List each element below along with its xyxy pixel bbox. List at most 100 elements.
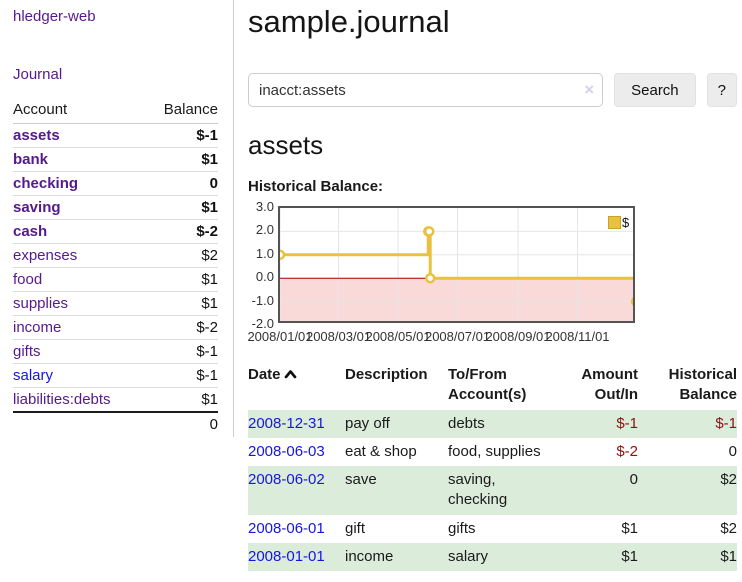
account-link[interactable]: checking: [13, 175, 79, 192]
x-axis-tick: 2008/09/01: [485, 329, 551, 344]
legend-swatch-icon: [608, 216, 621, 229]
transaction-description: save: [345, 471, 377, 488]
account-balance: $-1: [144, 339, 218, 364]
account-row: food $1: [13, 267, 218, 292]
transaction-date-link[interactable]: 2008-06-03: [248, 442, 325, 460]
y-axis-tick: -2.0: [251, 316, 274, 331]
transaction-date-link[interactable]: 2008-06-02: [248, 471, 325, 488]
x-axis-tick: 2008/01/01: [247, 329, 313, 344]
transaction-description: gift: [345, 519, 366, 537]
transaction-balance: $2: [720, 471, 737, 488]
transaction-accounts: debts: [448, 414, 485, 432]
account-link[interactable]: assets: [13, 127, 60, 144]
transaction-amount: 0: [629, 471, 638, 488]
transaction-balance: $2: [720, 519, 737, 537]
register-table: Date Description To/From Account(s) Amoun…: [248, 363, 737, 571]
transaction-date-link[interactable]: 2008-06-01: [248, 519, 325, 537]
account-row: supplies $1: [13, 291, 218, 316]
x-axis-tick: 2008/05/01: [365, 329, 431, 344]
search-button[interactable]: Search: [614, 73, 696, 107]
transaction-accounts: salary: [448, 547, 489, 565]
clear-search-icon[interactable]: ×: [584, 80, 595, 99]
account-row: saving $1: [13, 195, 218, 220]
transaction-date-link[interactable]: 2008-01-01: [248, 547, 325, 565]
account-link[interactable]: expenses: [13, 247, 78, 264]
account-link[interactable]: income: [13, 319, 62, 336]
account-balance: $1: [144, 195, 218, 220]
register-header-amount: Amount Out/In: [581, 366, 638, 404]
account-row: gifts $-1: [13, 339, 218, 364]
account-link[interactable]: salary: [13, 367, 54, 384]
historical-balance-chart: $ 3.0 2.0 1.0 0.0 -1.0 -2.0 2008/01/01 2008/03/…: [247, 199, 639, 344]
accounts-header-account: Account: [13, 98, 145, 124]
account-row: salary $-1: [13, 363, 218, 388]
chart-plot: [278, 206, 635, 323]
transaction-accounts: gifts: [448, 519, 476, 537]
accounts-total-row: 0: [13, 411, 218, 436]
account-balance: $2: [144, 243, 218, 268]
register-header-date[interactable]: Date: [248, 363, 345, 410]
register-row: 2008-06-02 save saving, checking 0 $2: [248, 466, 737, 515]
search-input[interactable]: [248, 73, 604, 107]
x-axis-tick: 2008/03/01: [305, 329, 372, 344]
account-link[interactable]: supplies: [13, 295, 69, 312]
account-balance: $-2: [144, 315, 218, 340]
register-header-balance: Historical Balance: [668, 366, 737, 404]
account-row: liabilities:debts $1: [13, 387, 218, 412]
accounts-total-value: 0: [144, 411, 218, 436]
register-header-accounts: To/From Account(s): [448, 366, 527, 404]
transaction-accounts: saving, checking: [448, 471, 508, 509]
y-axis-tick: -1.0: [251, 292, 274, 308]
transaction-balance: $-1: [715, 414, 737, 432]
transaction-date-link[interactable]: 2008-12-31: [248, 414, 325, 432]
transaction-description: pay off: [345, 414, 390, 432]
transaction-amount: $1: [621, 547, 638, 565]
register-row: 2008-12-31 pay off debts $-1 $-1: [248, 409, 737, 438]
register-row: 2008-06-03 eat & shop food, supplies $-2…: [248, 438, 737, 466]
sidebar-nav: Journal: [13, 66, 218, 83]
transaction-balance: $1: [720, 547, 737, 565]
page-title: sample.journal: [248, 4, 450, 39]
account-row: bank $1: [13, 147, 218, 172]
account-link[interactable]: food: [13, 271, 43, 288]
account-balance: $1: [144, 147, 218, 172]
account-row: cash $-2: [13, 219, 218, 244]
register-header-row: Date Description To/From Account(s) Amoun…: [248, 363, 737, 410]
sort-ascending-icon: [284, 370, 296, 379]
account-link[interactable]: saving: [13, 199, 61, 216]
account-balance: $-2: [144, 219, 218, 244]
account-row: expenses $2: [13, 243, 218, 268]
account-row: income $-2: [13, 315, 218, 340]
transaction-amount: $1: [621, 519, 638, 537]
transaction-description: eat & shop: [345, 442, 417, 460]
register-row: 2008-01-01 income salary $1 $1: [248, 542, 737, 571]
account-balance: $1: [144, 291, 218, 316]
main-content: sample.journal × Search ? assets Histori…: [247, 0, 737, 571]
transaction-balance: 0: [728, 442, 737, 460]
search-bar: × Search ?: [248, 73, 737, 107]
accounts-header-balance: Balance: [144, 98, 218, 124]
account-link[interactable]: cash: [13, 223, 48, 240]
y-axis-tick: 0.0: [255, 269, 274, 285]
sidebar: hledger-web Journal Account Balance asse…: [0, 0, 234, 437]
account-link[interactable]: bank: [13, 151, 49, 168]
transaction-amount: $-2: [616, 442, 638, 460]
y-axis-tick: 3.0: [255, 199, 274, 214]
chart-heading: Historical Balance:: [248, 178, 384, 195]
y-axis-tick: 1.0: [255, 245, 274, 261]
account-row: checking 0: [13, 171, 218, 196]
account-link[interactable]: gifts: [13, 343, 41, 360]
brand: hledger-web: [13, 8, 218, 25]
account-row: assets $-1: [13, 124, 218, 148]
transaction-accounts: food, supplies: [448, 442, 541, 460]
transaction-description: income: [345, 547, 394, 565]
brand-link[interactable]: hledger-web: [13, 8, 96, 25]
register-row: 2008-06-01 gift gifts $1 $2: [248, 515, 737, 543]
account-balance: $-1: [196, 127, 218, 144]
nav-journal-link[interactable]: Journal: [13, 66, 63, 83]
help-button[interactable]: ?: [706, 73, 737, 107]
register-header-description: Description: [345, 366, 428, 383]
account-link[interactable]: liabilities:debts: [13, 391, 111, 408]
accounts-header-row: Account Balance: [13, 98, 218, 124]
account-heading: assets: [248, 130, 324, 160]
